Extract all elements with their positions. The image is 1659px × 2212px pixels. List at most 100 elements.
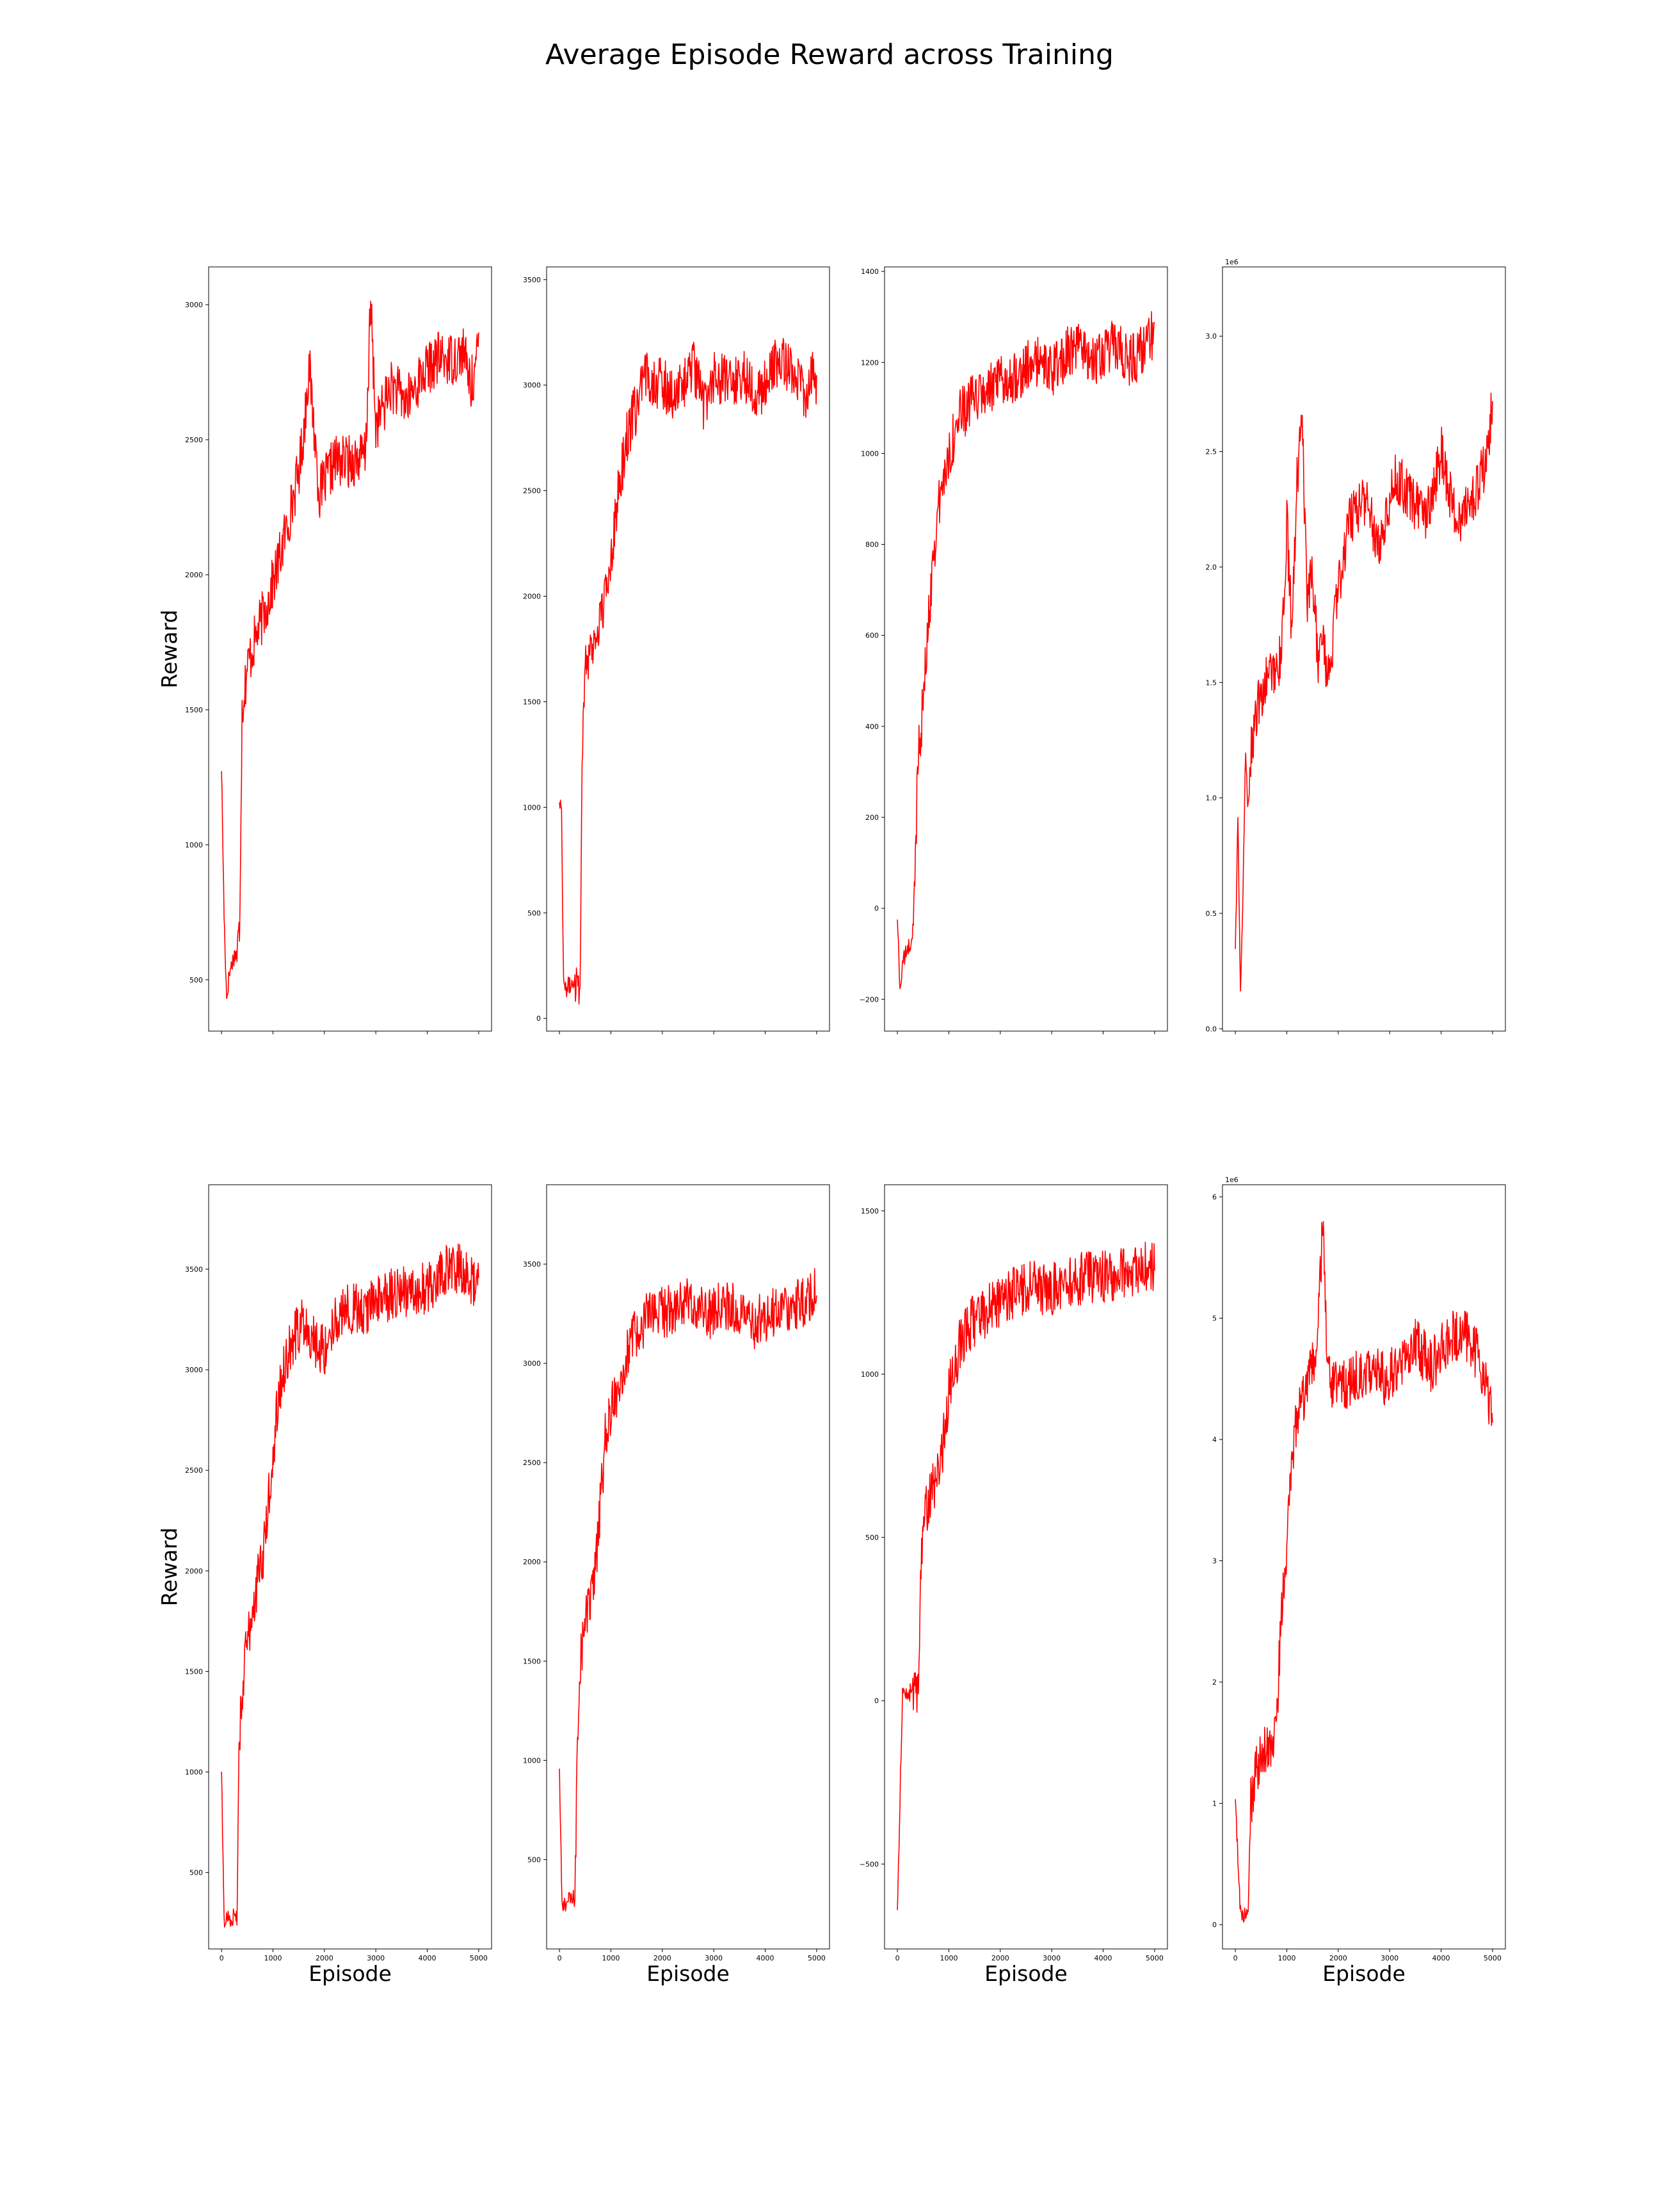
reward-line (1235, 392, 1493, 992)
axes-frame (1222, 266, 1506, 1032)
x-tick-label: 0 (220, 1954, 224, 1962)
y-tick-label: 1400 (861, 268, 879, 276)
x-tick-label: 1000 (1278, 1954, 1295, 1962)
y-tick-label: 3500 (185, 1265, 203, 1274)
y-tick-label: −200 (860, 995, 879, 1004)
y-tick-label: 1500 (861, 1207, 879, 1215)
y-tick-label: 1000 (185, 841, 203, 849)
x-tick-label: 0 (1233, 1954, 1238, 1962)
y-tick-label: 1000 (185, 1768, 203, 1776)
x-tick-label: 2000 (316, 1954, 333, 1962)
x-tick-label: 5000 (808, 1954, 826, 1962)
y-tick-label: 600 (865, 632, 879, 640)
y-tick-label: 3 (1212, 1557, 1217, 1566)
y-tick-label: 500 (527, 1855, 541, 1864)
axes-frame (884, 266, 1168, 1032)
y-tick-label: 1.0 (1206, 794, 1217, 803)
x-tick-label: 0 (557, 1954, 562, 1962)
x-axis-label: Episode (309, 1961, 392, 1986)
subplot-3: −200 0 200 400 600 800 1000 1200 1400 (860, 266, 1168, 1034)
y-tick-label: 0 (1212, 1921, 1217, 1929)
y-tick-label: 500 (189, 1869, 203, 1877)
y-tick-label: 4 (1212, 1436, 1217, 1444)
axes-frame (208, 1184, 492, 1950)
y-tick-label: 2500 (523, 1459, 541, 1467)
reward-line (221, 1243, 479, 1928)
y-tick-label: 800 (865, 541, 879, 549)
y-tick-label: 1 (1212, 1800, 1217, 1808)
y-tick-label: 1500 (523, 1657, 541, 1665)
y-tick-label: −500 (860, 1860, 879, 1868)
subplot-1: 500 1000 1500 2000 2500 3000 Reward (157, 266, 492, 1034)
y-tick-label: 2500 (523, 487, 541, 495)
subplot-5: 500 1000 1500 2000 2500 3000 3500 0 1000 2000 3000… (157, 1184, 492, 1986)
axes-frame (208, 266, 492, 1032)
y-tick-label: 2000 (185, 571, 203, 579)
x-tick-label: 5000 (1484, 1954, 1502, 1962)
subplot-2: 0 500 1000 1500 2000 2500 3000 3500 (523, 266, 830, 1034)
reward-line (559, 337, 817, 1005)
y-tick-label: 1500 (185, 1667, 203, 1676)
reward-line (897, 310, 1155, 990)
y-axis-label: Reward (157, 610, 182, 689)
x-tick-label: 2000 (653, 1954, 671, 1962)
y-offset-label: 1e6 (1225, 258, 1238, 266)
x-tick-label: 5000 (470, 1954, 488, 1962)
reward-line (897, 1242, 1155, 1911)
y-tick-label: 3.0 (1206, 332, 1217, 341)
y-tick-label: 2000 (523, 593, 541, 601)
x-tick-label: 1000 (940, 1954, 958, 1962)
axes-frame (1222, 1184, 1506, 1950)
y-tick-label: 3500 (523, 276, 541, 284)
y-tick-label: 2.0 (1206, 563, 1217, 572)
y-tick-label: 2.5 (1206, 448, 1217, 456)
x-tick-label: 0 (895, 1954, 900, 1962)
y-tick-label: 500 (527, 909, 541, 917)
y-tick-label: 1000 (861, 449, 879, 458)
reward-line (221, 300, 479, 999)
y-tick-label: 2500 (185, 1466, 203, 1475)
y-axis-label: Reward (157, 1528, 182, 1607)
y-tick-label: 1000 (523, 803, 541, 812)
y-tick-label: 2000 (185, 1567, 203, 1575)
figure-title: Average Episode Reward across Training (545, 38, 1114, 71)
x-tick-label: 4000 (1432, 1954, 1450, 1962)
y-tick-label: 3000 (523, 381, 541, 390)
y-tick-label: 3000 (185, 1366, 203, 1374)
x-axis-label: Episode (984, 1961, 1068, 1986)
y-tick-label: 1200 (861, 358, 879, 367)
reward-line (559, 1268, 817, 1912)
y-tick-label: 1000 (523, 1756, 541, 1765)
x-tick-label: 3000 (1381, 1954, 1399, 1962)
y-tick-label: 2500 (185, 436, 203, 444)
y-tick-label: 0 (874, 904, 879, 913)
axes-frame (884, 1184, 1168, 1950)
x-tick-label: 4000 (1094, 1954, 1112, 1962)
y-tick-label: 1000 (861, 1370, 879, 1379)
y-tick-label: 1500 (523, 698, 541, 706)
y-tick-label: 1.5 (1206, 678, 1217, 687)
y-tick-label: 5 (1212, 1314, 1217, 1322)
y-tick-label: 3000 (185, 301, 203, 309)
axes-frame (546, 266, 830, 1032)
y-offset-label: 1e6 (1225, 1176, 1238, 1184)
reward-line (1235, 1221, 1493, 1923)
x-tick-label: 1000 (264, 1954, 282, 1962)
subplot-7: −500 0 500 1000 1500 0 1000 2000 3000 4000 5000 Epi… (860, 1184, 1168, 1986)
subplot-8: 0 1 2 3 4 5 6 0 1000 2000 3000 4000 5000 1e6 Episode (1212, 1176, 1506, 1986)
x-tick-label: 4000 (757, 1954, 774, 1962)
x-tick-label: 1000 (602, 1954, 620, 1962)
y-tick-label: 6 (1212, 1193, 1217, 1201)
y-tick-label: 0.5 (1206, 910, 1217, 918)
y-tick-label: 2000 (523, 1558, 541, 1566)
y-tick-label: 0.0 (1206, 1025, 1217, 1033)
x-tick-label: 3000 (367, 1954, 385, 1962)
y-tick-label: 3000 (523, 1359, 541, 1368)
y-tick-label: 500 (189, 976, 203, 984)
x-axis-label: Episode (646, 1961, 730, 1986)
y-tick-label: 2 (1212, 1678, 1217, 1687)
y-tick-label: 0 (874, 1697, 879, 1705)
y-tick-label: 200 (865, 813, 879, 822)
subplot-4: 0.0 0.5 1.0 1.5 2.0 2.5 3.0 1e6 (1206, 258, 1506, 1034)
